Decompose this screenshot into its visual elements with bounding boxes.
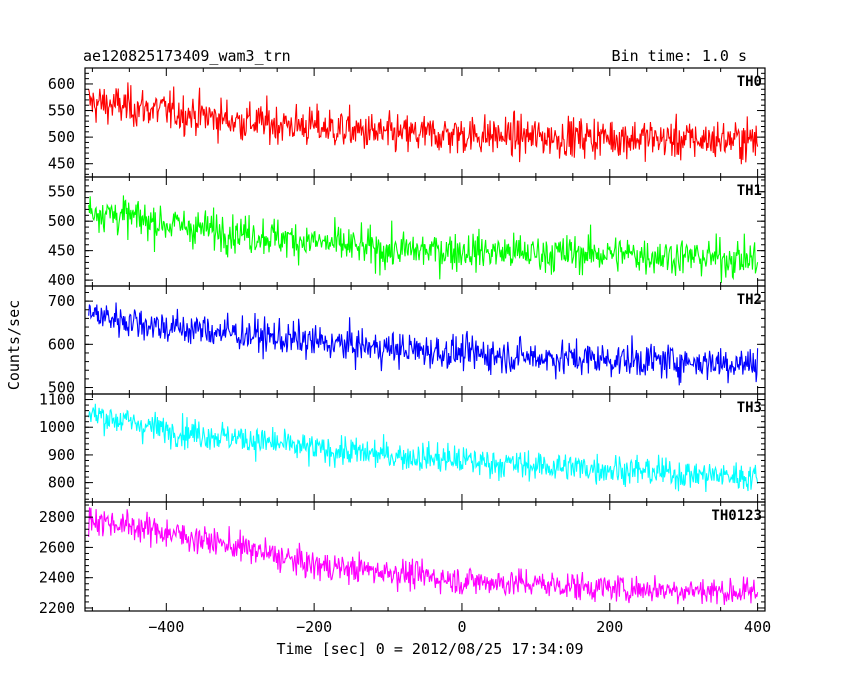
y-tick-label: 1000 bbox=[39, 418, 75, 436]
panel-label-th0123: TH0123 bbox=[711, 508, 762, 524]
y-axis-label: Counts/sec bbox=[5, 300, 23, 390]
panel-frame bbox=[84, 501, 766, 612]
series-line-th0 bbox=[88, 82, 759, 165]
x-tick-label: −400 bbox=[148, 618, 184, 636]
panel-frame bbox=[84, 285, 766, 395]
y-tick-label: 600 bbox=[48, 335, 75, 353]
y-tick-label: 550 bbox=[48, 102, 75, 120]
y-tick-label: 600 bbox=[48, 75, 75, 93]
y-tick-label: 500 bbox=[48, 212, 75, 230]
series-line-th1 bbox=[88, 195, 759, 283]
panel-label-th2: TH2 bbox=[737, 292, 762, 308]
y-tick-label: 2400 bbox=[39, 569, 75, 587]
panel-th3: 800 900 1000 1100 TH3 bbox=[39, 391, 766, 503]
y-tick-label: 900 bbox=[48, 446, 75, 464]
bin-time-label: Bin time: 1.0 s bbox=[612, 47, 747, 65]
panel-th2: 500 600 700 TH2 bbox=[48, 285, 766, 397]
panel-label-th3: TH3 bbox=[737, 400, 762, 416]
y-tick-label: 700 bbox=[48, 292, 75, 310]
panel-label-th0: TH0 bbox=[737, 74, 762, 90]
x-axis-label: Time [sec] 0 = 2012/08/25 17:34:09 bbox=[276, 640, 583, 658]
x-tick-label: 400 bbox=[744, 618, 771, 636]
x-tick-label: −200 bbox=[296, 618, 332, 636]
y-tick-label: 2800 bbox=[39, 508, 75, 526]
panel-frame bbox=[84, 393, 766, 503]
series-line-th2 bbox=[88, 302, 759, 386]
panel-th1: 400 450 500 550 TH1 bbox=[48, 176, 766, 289]
y-tick-label: 400 bbox=[48, 271, 75, 289]
y-tick-label: 500 bbox=[48, 128, 75, 146]
panel-label-th1: TH1 bbox=[737, 183, 762, 199]
x-tick-label: 0 bbox=[457, 618, 466, 636]
x-axis: −400 −200 0 200 400 bbox=[148, 618, 771, 636]
y-tick-label: 550 bbox=[48, 183, 75, 201]
x-tick-label: 200 bbox=[596, 618, 623, 636]
y-tick-label: 1100 bbox=[39, 391, 75, 409]
y-tick-label: 2600 bbox=[39, 538, 75, 556]
series-line-th3 bbox=[88, 403, 759, 493]
y-tick-label: 500 bbox=[48, 379, 75, 397]
series-line-th0123 bbox=[88, 507, 759, 606]
y-tick-label: 800 bbox=[48, 474, 75, 492]
y-tick-label: 2200 bbox=[39, 599, 75, 617]
y-tick-label: 450 bbox=[48, 242, 75, 260]
panels-group: 450 500 550 600 TH0 400 450 500 550 TH1 500 600 700 T… bbox=[39, 67, 766, 617]
y-tick-label: 450 bbox=[48, 155, 75, 173]
panel-th0123: 2200 2400 2600 2800 TH0123 bbox=[39, 501, 766, 617]
chart-title: ae120825173409_wam3_trn bbox=[83, 47, 291, 65]
panel-th0: 450 500 550 600 TH0 bbox=[48, 67, 766, 178]
